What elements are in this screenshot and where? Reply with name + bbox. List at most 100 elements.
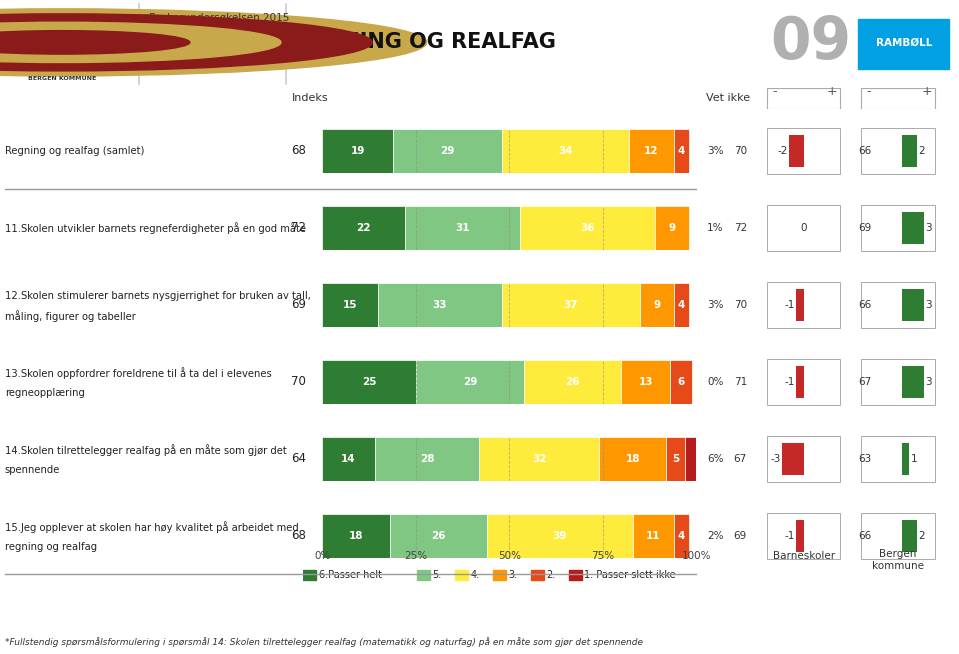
Text: 14: 14	[341, 454, 356, 464]
Text: 69: 69	[734, 531, 747, 541]
Text: Regning og realfag (samlet): Regning og realfag (samlet)	[5, 146, 144, 156]
Text: 2%: 2%	[707, 531, 724, 541]
Bar	[633, 513, 674, 558]
Circle shape	[0, 31, 190, 54]
Text: 70: 70	[734, 146, 747, 156]
Text: 69: 69	[291, 298, 306, 311]
Text: 4.: 4.	[471, 570, 480, 580]
Text: BERGEN KOMMUNE: BERGEN KOMMUNE	[28, 77, 97, 81]
Text: *Fullstendig spørsmålsformulering i spørsmål 14: Skolen tilrettelegger realfag (: *Fullstendig spørsmålsformulering i spør…	[5, 638, 643, 647]
Text: Ytrebygda: Ytrebygda	[149, 35, 202, 44]
Text: 36: 36	[580, 223, 595, 233]
Text: regneopplæring: regneopplæring	[5, 388, 84, 398]
Bar	[674, 283, 689, 327]
Bar	[417, 570, 430, 580]
Text: -2: -2	[778, 146, 788, 156]
Text: REGNING OG REALFAG: REGNING OG REALFAG	[295, 33, 556, 52]
Text: +: +	[922, 85, 933, 98]
Bar	[375, 436, 480, 481]
Text: 69: 69	[858, 223, 872, 233]
Bar	[861, 88, 935, 109]
Text: 32: 32	[532, 454, 547, 464]
Text: 6: 6	[678, 377, 685, 387]
Text: 4: 4	[678, 146, 685, 156]
Text: +: +	[827, 85, 838, 98]
Text: 25%: 25%	[404, 551, 428, 561]
Bar	[796, 520, 804, 552]
Text: 75%: 75%	[591, 551, 615, 561]
Text: 3: 3	[925, 377, 932, 387]
Bar	[322, 513, 389, 558]
Text: 0%: 0%	[707, 377, 724, 387]
Text: 0: 0	[801, 223, 807, 233]
Text: 72: 72	[291, 222, 306, 234]
Text: 26: 26	[431, 531, 445, 541]
Text: 4: 4	[678, 300, 685, 310]
Bar	[322, 436, 375, 481]
Text: 6.Passer helt: 6.Passer helt	[318, 570, 382, 580]
Text: 29: 29	[440, 146, 455, 156]
Text: Indeks: Indeks	[292, 93, 329, 103]
Text: 3: 3	[925, 300, 932, 310]
Bar	[303, 570, 316, 580]
Text: 100%: 100%	[682, 551, 711, 561]
Text: 11.Skolen utvikler barnets regneferdigheter på en god måte: 11.Skolen utvikler barnets regneferdighe…	[5, 222, 306, 234]
Text: 63: 63	[858, 454, 872, 464]
Bar	[525, 360, 621, 404]
Bar	[796, 366, 804, 398]
Bar	[685, 436, 696, 481]
Text: Vet ikke: Vet ikke	[706, 93, 750, 103]
Text: 71: 71	[734, 377, 747, 387]
Bar	[901, 520, 917, 552]
Text: 3.: 3.	[508, 570, 518, 580]
Text: 5: 5	[672, 454, 679, 464]
Bar	[322, 283, 379, 327]
Bar	[641, 283, 674, 327]
Bar	[629, 129, 674, 173]
Text: 34: 34	[558, 146, 573, 156]
Text: 66: 66	[858, 531, 872, 541]
Text: måling, figurer og tabeller: måling, figurer og tabeller	[5, 311, 135, 322]
Bar	[531, 570, 544, 580]
Text: 67: 67	[858, 377, 872, 387]
Bar	[670, 360, 692, 404]
Text: 29: 29	[463, 377, 478, 387]
Bar	[901, 443, 909, 475]
Text: 11: 11	[646, 531, 661, 541]
Text: 64: 64	[291, 453, 306, 466]
Bar	[599, 436, 667, 481]
Bar	[767, 88, 840, 109]
Text: 6%: 6%	[707, 454, 724, 464]
Text: 70: 70	[734, 300, 747, 310]
Text: 0%: 0%	[314, 551, 331, 561]
Text: 50%: 50%	[498, 551, 521, 561]
Text: Søreide skole: Søreide skole	[149, 59, 233, 69]
Bar	[493, 570, 505, 580]
Text: 12.Skolen stimulerer barnets nysgjerrighet for bruken av tall,: 12.Skolen stimulerer barnets nysgjerrigh…	[5, 290, 311, 301]
Bar	[502, 129, 629, 173]
Bar	[487, 513, 633, 558]
Text: -1: -1	[784, 377, 795, 387]
Text: 2.: 2.	[547, 570, 555, 580]
Text: 26: 26	[566, 377, 580, 387]
Text: 4: 4	[678, 531, 685, 541]
Bar	[901, 289, 924, 321]
Bar	[901, 135, 917, 167]
Circle shape	[0, 22, 281, 63]
Text: Bergen
kommune: Bergen kommune	[872, 549, 924, 571]
Bar	[521, 205, 655, 250]
Text: 14.Skolen tilrettelegger realfag på en måte som gjør det: 14.Skolen tilrettelegger realfag på en m…	[5, 443, 287, 456]
Text: -1: -1	[784, 531, 795, 541]
Bar	[901, 366, 924, 398]
Bar	[796, 289, 804, 321]
Bar	[416, 360, 525, 404]
Text: 25: 25	[362, 377, 376, 387]
Text: 3%: 3%	[707, 300, 724, 310]
Text: 68: 68	[291, 145, 306, 158]
Text: 37: 37	[564, 300, 578, 310]
Text: -: -	[867, 85, 871, 98]
FancyBboxPatch shape	[858, 20, 949, 69]
Text: 18: 18	[625, 454, 640, 464]
Text: 13: 13	[639, 377, 653, 387]
Bar	[667, 436, 685, 481]
